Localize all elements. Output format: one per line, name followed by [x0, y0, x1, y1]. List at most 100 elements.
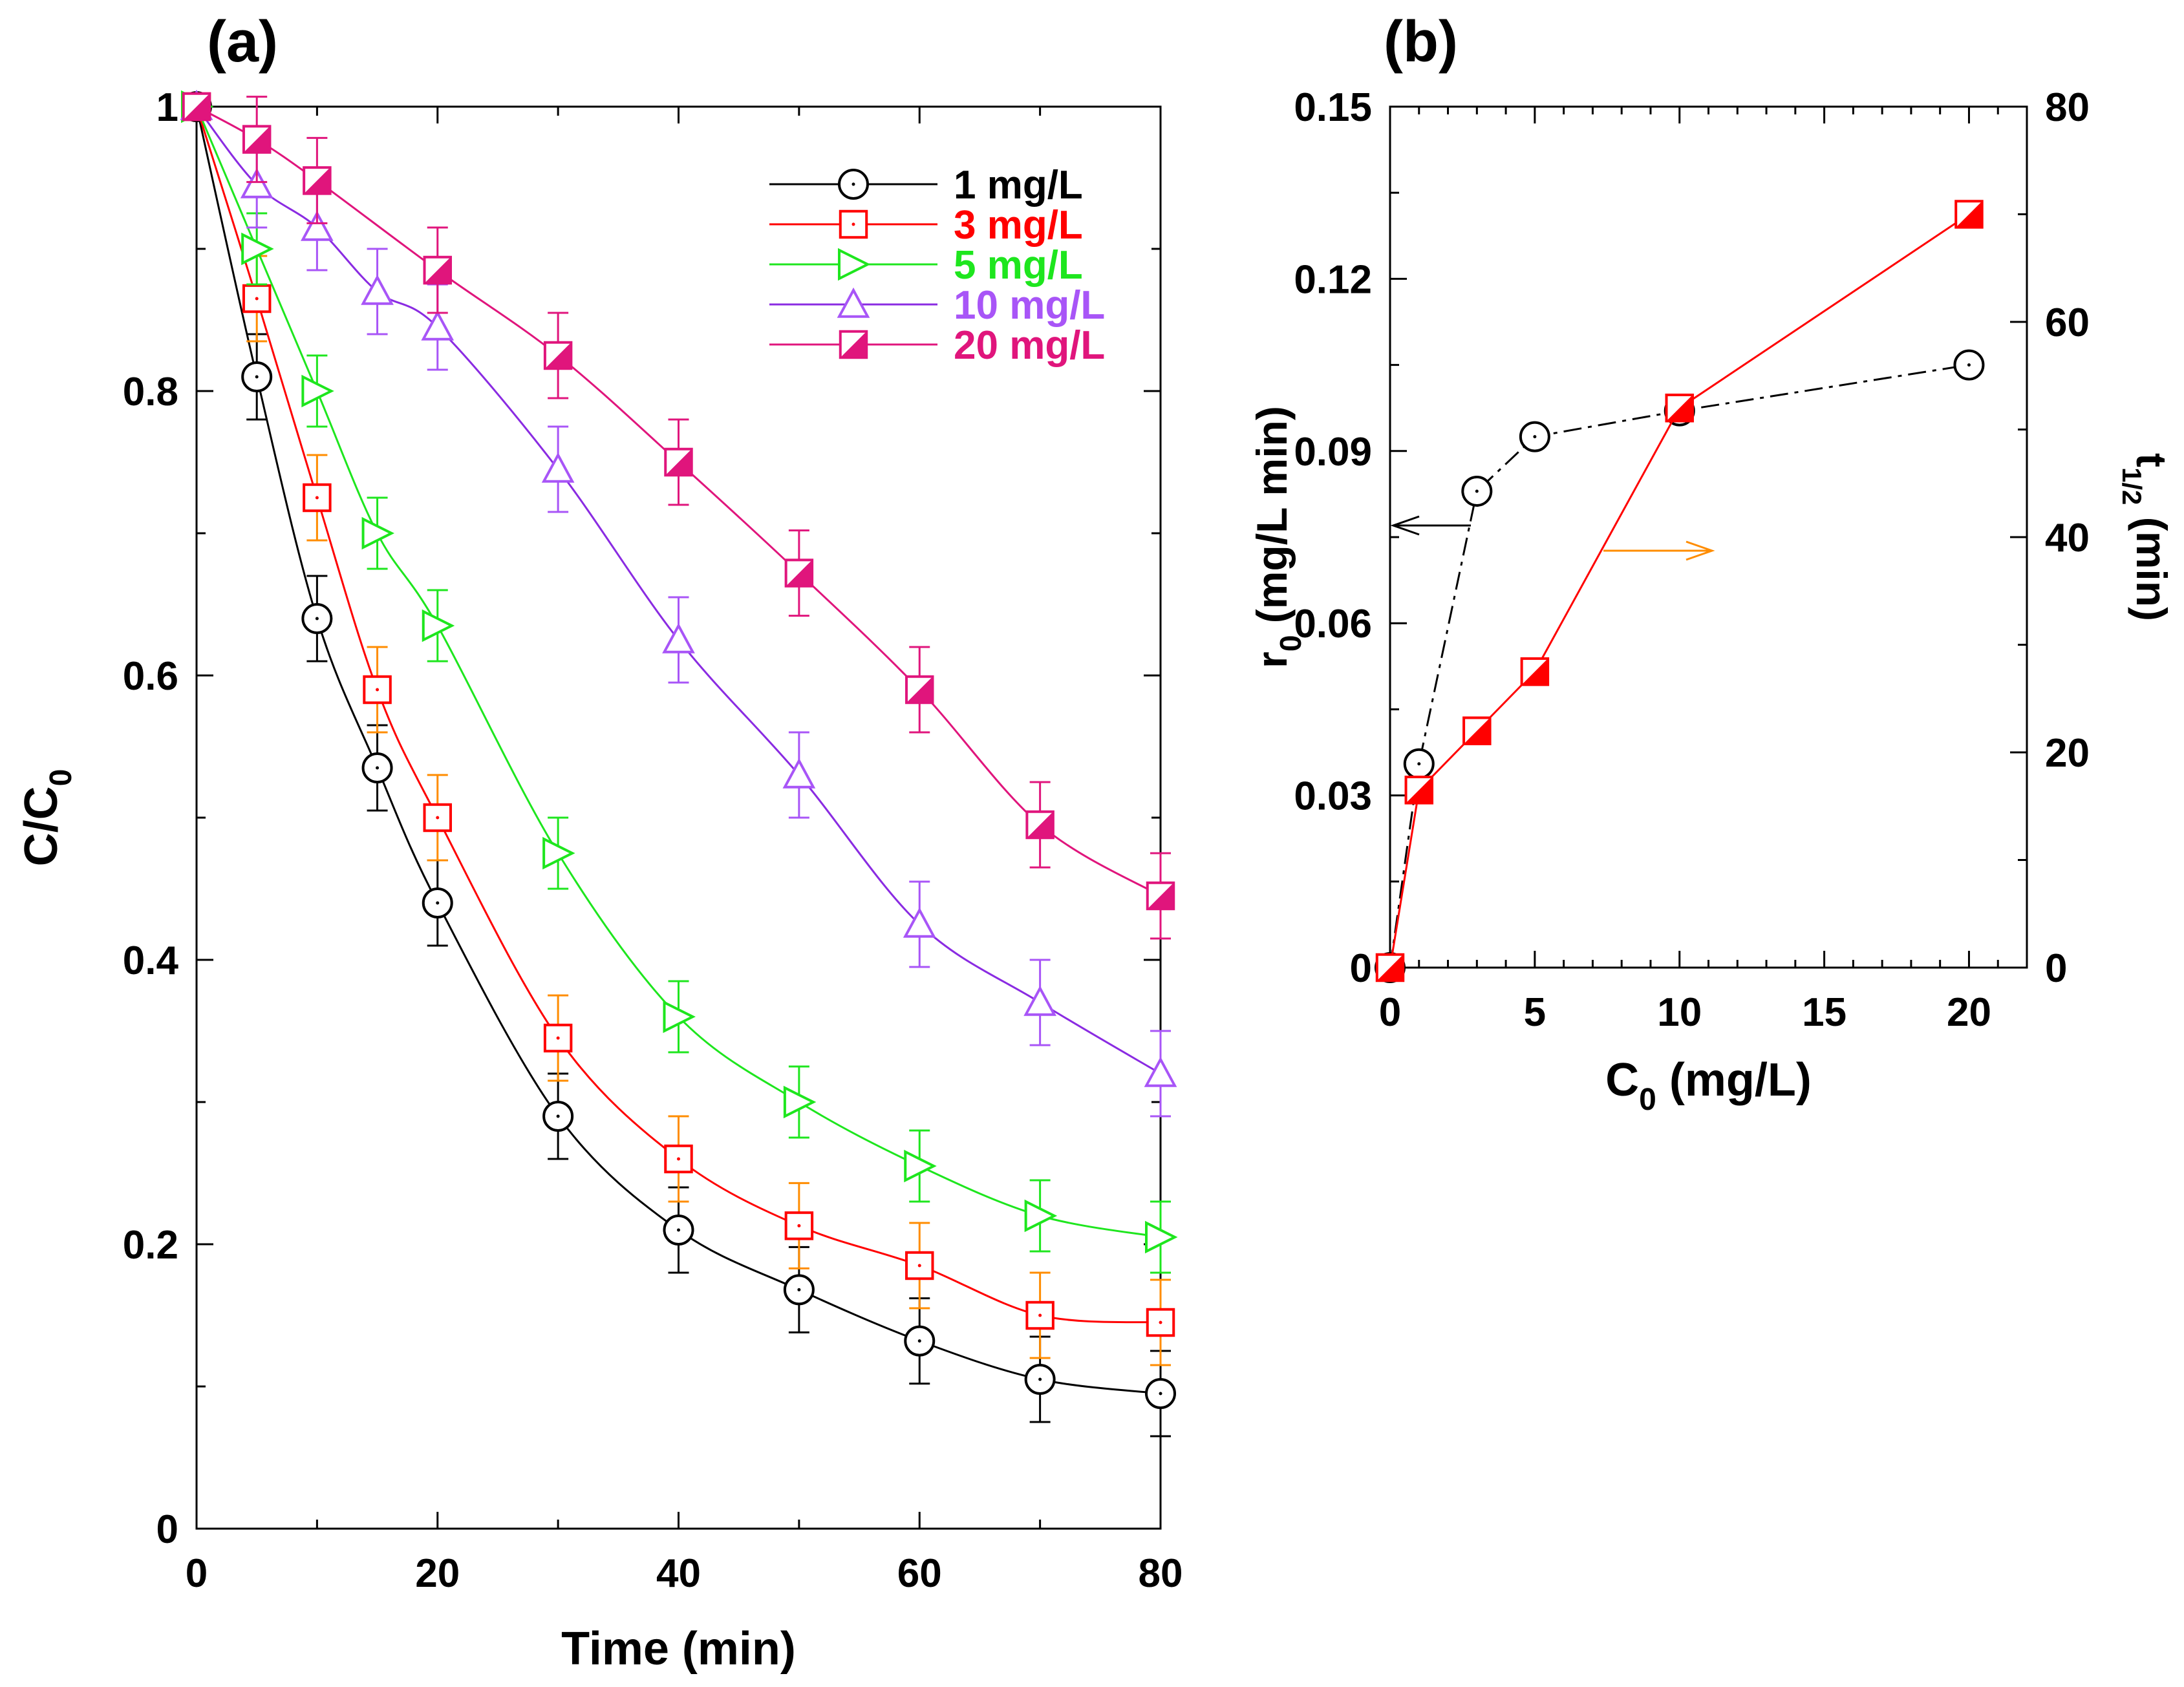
series-4-point-fill — [1027, 811, 1053, 838]
left-axis-arrow-head — [1390, 515, 1420, 536]
y-left-tick-label: 0 — [1350, 946, 1372, 991]
x-axis-label-sub: 0 — [1639, 1083, 1656, 1117]
y-left-tick-label: 0.06 — [1294, 602, 1372, 646]
y-axis-label: C/C0 — [16, 769, 78, 867]
series-2-point — [1024, 1199, 1058, 1233]
y-right-tick-label: 40 — [2045, 516, 2090, 560]
series-1-point-dot — [1038, 1313, 1042, 1317]
series-0-point-dot — [436, 901, 440, 905]
series-1-point-dot — [315, 496, 319, 500]
y-right-tick-label: 20 — [2045, 731, 2090, 776]
series-3-point — [1023, 985, 1056, 1016]
legend-label-0: 1 mg/L — [954, 163, 1083, 207]
series-0-point-dot — [376, 766, 380, 770]
series-1-point-dot — [1159, 1321, 1162, 1324]
x-axis-label-rest: (mg/L) — [1656, 1054, 1812, 1106]
y-left-tick-label: 0.09 — [1294, 430, 1372, 474]
series-3-point — [361, 274, 394, 305]
series-4-point-fill — [786, 560, 813, 586]
series-2-point — [422, 609, 455, 642]
series-2-point — [1145, 1220, 1178, 1254]
y-left-axis-label-rest: (mg/L min) — [1248, 406, 1296, 635]
legend: 1 mg/L3 mg/L5 mg/L10 mg/L20 mg/L — [769, 163, 1105, 368]
series-3-point — [301, 210, 334, 241]
series-1-point-fill — [1956, 201, 1982, 228]
series-2-point — [361, 516, 395, 550]
legend-label-4: 20 mg/L — [954, 323, 1105, 368]
y-left-tick-label: 0.03 — [1294, 774, 1372, 819]
series-3-point — [903, 907, 936, 938]
x-tick-label: 5 — [1524, 990, 1546, 1035]
legend-label-2: 5 mg/L — [954, 243, 1083, 288]
series-1 — [1375, 200, 1984, 982]
series-2-point — [241, 232, 274, 266]
y-right-tick-label: 60 — [2045, 301, 2090, 345]
x-tick-label: 80 — [1139, 1551, 1183, 1596]
series-0-point-dot — [1038, 1377, 1042, 1381]
series-0-point-dot — [1533, 435, 1537, 439]
legend-marker-0-dot — [851, 182, 855, 186]
x-tick-label: 0 — [186, 1551, 208, 1596]
series-0-point-dot — [315, 617, 319, 621]
legend-marker-1-dot — [851, 222, 855, 226]
x-axis-label: C0 (mg/L) — [1605, 1054, 1812, 1117]
series-4-point-fill — [183, 93, 210, 120]
y-left-axis-label-sub: 0 — [1274, 635, 1307, 652]
legend-label-1: 3 mg/L — [954, 203, 1083, 248]
series-0-point-dot — [255, 375, 259, 379]
series-1-point-dot — [436, 816, 440, 820]
y-right-axis-label: t1/2 (min) — [2117, 453, 2176, 621]
series-3-point — [782, 758, 816, 789]
series-1-point-fill — [1666, 394, 1693, 421]
y-tick-label: 0.2 — [123, 1223, 178, 1268]
series-1 — [182, 92, 1175, 1366]
series-0-point-dot — [1417, 762, 1421, 766]
legend-marker-4-fill — [840, 331, 867, 358]
x-tick-label: 40 — [656, 1551, 701, 1596]
y-tick-label: 0.8 — [123, 370, 178, 414]
y-tick-label: 0.6 — [123, 654, 178, 699]
series-2-point — [783, 1085, 817, 1119]
y-left-tick-label: 0.12 — [1294, 257, 1372, 302]
series-2-point — [904, 1149, 937, 1183]
y-right-tick-label: 0 — [2045, 946, 2067, 991]
series-3-point — [662, 622, 695, 653]
series-0-line — [1389, 364, 1969, 968]
series-1-point-fill — [1376, 954, 1404, 981]
series-1-point — [543, 1023, 573, 1053]
series-3-point — [421, 310, 455, 341]
series-0-point-dot — [917, 1339, 921, 1343]
series-1-point-dot — [677, 1157, 680, 1161]
legend-marker-2 — [838, 248, 871, 281]
y-tick-label: 0 — [156, 1507, 178, 1552]
series-4-point-fill — [1147, 882, 1174, 909]
panel-label: (a) — [207, 10, 278, 74]
series-1-point-dot — [376, 688, 380, 692]
series-3-point — [541, 452, 575, 483]
y-left-axis-label-main: r — [1248, 652, 1296, 668]
x-tick-label: 10 — [1657, 990, 1702, 1035]
legend-marker-3 — [837, 287, 870, 318]
series-3-point — [240, 167, 273, 198]
series-1-point-dot — [255, 297, 259, 301]
x-tick-label: 0 — [1379, 990, 1401, 1035]
legend-label-3: 10 mg/L — [954, 283, 1105, 328]
x-tick-label: 60 — [897, 1551, 942, 1596]
series-4-point-fill — [665, 449, 692, 476]
series-0-point-dot — [797, 1288, 801, 1291]
series-1-point-dot — [797, 1224, 801, 1227]
series-4-point-fill — [906, 676, 933, 703]
series-1-point-fill — [1406, 777, 1433, 803]
y-right-axis-label-rest: (min) — [2128, 505, 2176, 621]
series-1-line — [1389, 213, 1970, 968]
series-4-point-fill — [544, 342, 572, 369]
panel-label: (b) — [1384, 10, 1458, 74]
y-right-axis-label-sub: 1/2 — [2117, 467, 2147, 505]
series-1-point-dot — [556, 1036, 560, 1040]
x-tick-label: 15 — [1802, 990, 1847, 1035]
x-axis-label-main: C — [1605, 1054, 1639, 1106]
y-left-axis-label: r0 (mg/L min) — [1248, 406, 1307, 668]
y-tick-label: 0.4 — [123, 939, 179, 983]
